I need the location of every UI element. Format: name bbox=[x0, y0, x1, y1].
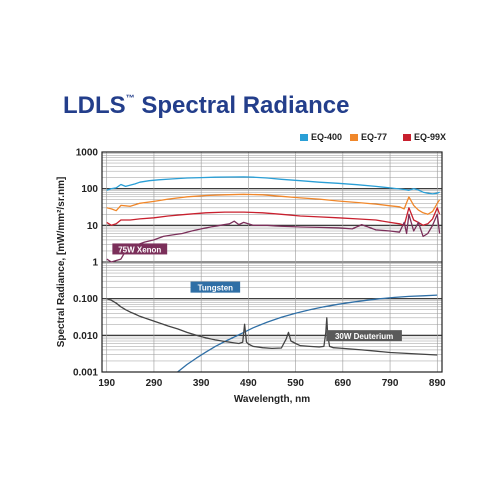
x-tick-label: 590 bbox=[287, 378, 304, 389]
x-tick-label: 890 bbox=[429, 378, 446, 389]
x-tick-label: 490 bbox=[240, 378, 257, 389]
annotation-label: 75W Xenon bbox=[118, 245, 161, 254]
series-line-eq-400 bbox=[106, 176, 440, 195]
x-tick-label: 190 bbox=[98, 378, 115, 389]
series-line-tungsten bbox=[177, 294, 438, 373]
y-tick-label: 100 bbox=[81, 184, 98, 195]
chart-title: LDLS™ Spectral Radiance bbox=[63, 92, 349, 120]
title-main: LDLS bbox=[63, 92, 126, 119]
x-tick-label: 390 bbox=[193, 378, 210, 389]
y-tick-label: 0.001 bbox=[73, 368, 98, 379]
series-line-eq-77 bbox=[106, 193, 441, 215]
y-tick-label: 10 bbox=[87, 221, 99, 232]
y-tick-labels: 1000 100 10 1 0.100 0.010 0.001 bbox=[73, 148, 98, 379]
x-tick-label: 690 bbox=[334, 378, 351, 389]
legend-label: EQ-99X bbox=[414, 132, 446, 142]
title-rest: Spectral Radiance bbox=[134, 92, 350, 119]
series-line-30w-deuterium bbox=[106, 298, 438, 356]
legend-label: EQ-77 bbox=[361, 132, 387, 142]
x-tick-labels: 190 290 390 490 590 690 790 890 bbox=[98, 378, 446, 389]
series-lines bbox=[106, 176, 441, 373]
legend-swatch bbox=[350, 134, 358, 141]
y-tick-label: 1 bbox=[92, 258, 98, 269]
y-axis-label: Spectral Radiance, [mW/mm²/sr.nm] bbox=[56, 177, 67, 348]
legend: EQ-400 EQ-77 EQ-99X bbox=[300, 132, 446, 142]
annotation-badge bbox=[112, 243, 168, 255]
series-line-eq-99x bbox=[106, 207, 441, 226]
legend-label: EQ-400 bbox=[311, 132, 342, 142]
legend-swatch bbox=[300, 134, 308, 141]
y-tick-label: 0.100 bbox=[73, 294, 98, 305]
annotation-label: 30W Deuterium bbox=[335, 332, 393, 341]
x-axis-label: Wavelength, nm bbox=[234, 394, 310, 405]
trademark-symbol: ™ bbox=[125, 93, 135, 103]
x-tick-label: 290 bbox=[146, 378, 163, 389]
grid-lines bbox=[102, 152, 442, 372]
y-tick-label: 1000 bbox=[76, 148, 99, 159]
annotation-badge bbox=[326, 330, 402, 342]
x-tick-label: 790 bbox=[382, 378, 399, 389]
plot-frame bbox=[101, 151, 443, 373]
annotation-badge bbox=[190, 281, 241, 293]
annotations: 75W Xenon Tungsten 30W Deuterium bbox=[112, 243, 402, 342]
legend-swatch bbox=[403, 134, 411, 141]
series-line-75w-xenon bbox=[106, 213, 441, 263]
annotation-label: Tungsten bbox=[198, 284, 234, 293]
y-tick-label: 0.010 bbox=[73, 331, 98, 342]
